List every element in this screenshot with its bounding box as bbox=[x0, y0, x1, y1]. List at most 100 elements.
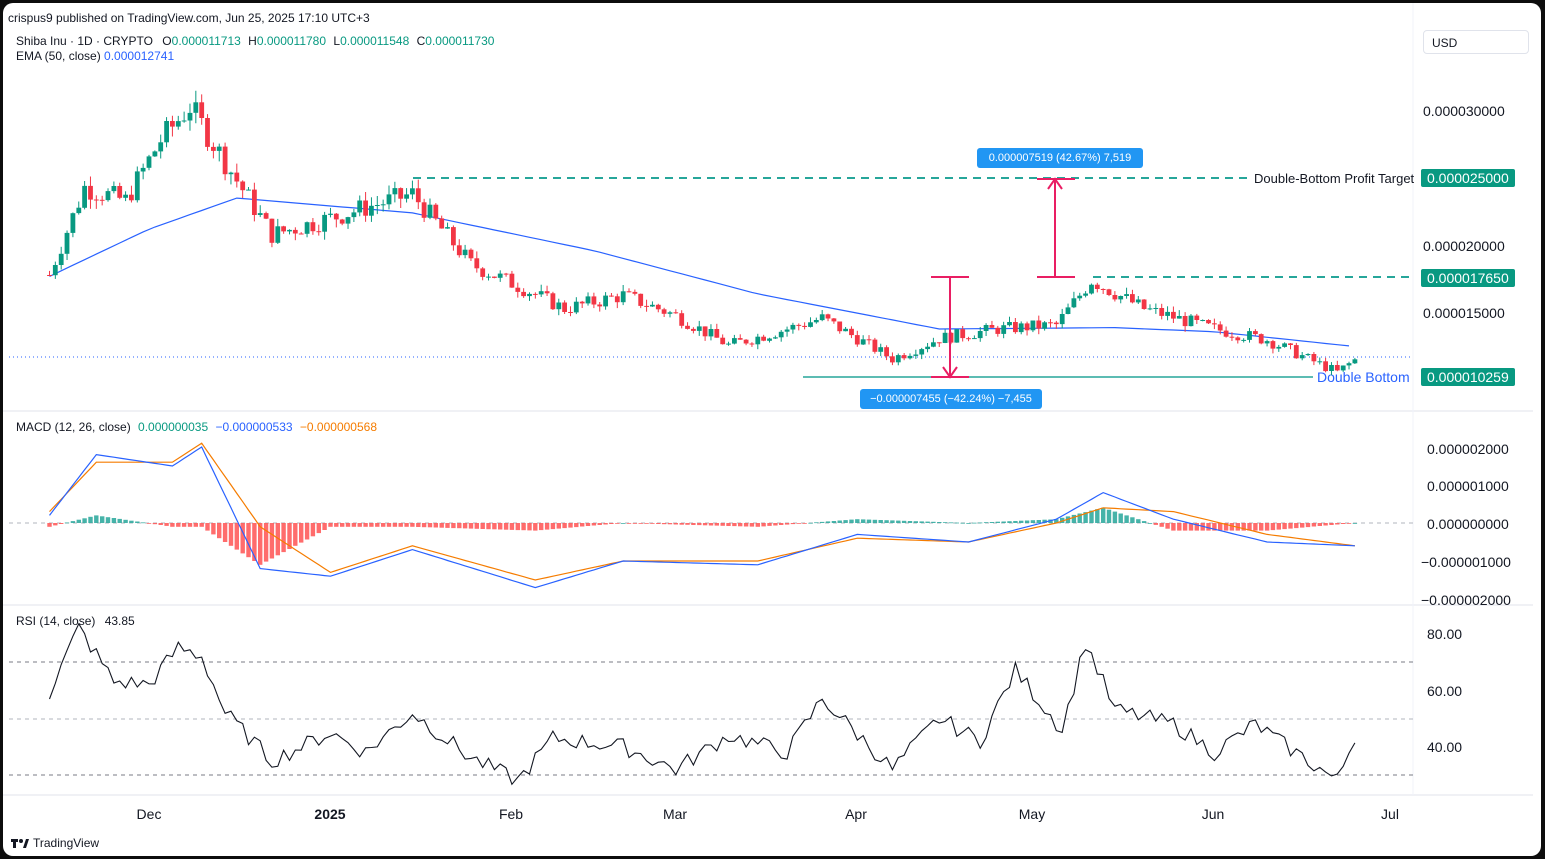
macd-hist-bar bbox=[685, 523, 690, 525]
candle-body bbox=[58, 253, 64, 265]
footer-brand[interactable]: TradingView bbox=[11, 836, 99, 850]
macd-hist-bar bbox=[1352, 523, 1358, 524]
candle-body bbox=[1194, 315, 1200, 320]
macd-tick-0: 0.000002000 bbox=[1427, 441, 1509, 457]
macd-hist-bar bbox=[708, 523, 714, 526]
measure-up-arrow[interactable] bbox=[1037, 177, 1075, 278]
candle-body bbox=[1352, 359, 1358, 364]
ohlc-l-label: L bbox=[333, 34, 341, 48]
candle-body bbox=[1065, 307, 1071, 314]
macd-hist-bar bbox=[1317, 523, 1322, 526]
macd-hist-bar bbox=[919, 521, 924, 523]
macd-hist-bar bbox=[796, 523, 801, 524]
measure-up-box[interactable]: 0.000007519 (42.67%) 7,519 bbox=[977, 148, 1143, 168]
macd-hist-bar bbox=[591, 523, 597, 526]
macd-hist-bar bbox=[1229, 523, 1235, 531]
candle-body bbox=[819, 314, 825, 321]
candle-body bbox=[1141, 299, 1147, 309]
candle-body bbox=[1077, 295, 1083, 299]
macd-hist-bar bbox=[1288, 523, 1293, 529]
candle-body bbox=[1018, 323, 1024, 333]
macd-hist-bar bbox=[767, 523, 772, 526]
macd-hist-bar bbox=[995, 521, 1000, 523]
target-price-tag: 0.000025000 bbox=[1421, 169, 1515, 187]
candle-body bbox=[1223, 330, 1229, 337]
macd-hist-bar bbox=[468, 523, 474, 529]
macd-hist-bar bbox=[831, 521, 837, 523]
macd-hist-bar bbox=[1206, 523, 1211, 531]
macd-hist-bar bbox=[1223, 523, 1229, 531]
macd-hist-bar bbox=[779, 523, 784, 525]
macd-hist-bar bbox=[843, 520, 848, 523]
rsi-legend[interactable]: RSI (14, close) 43.85 bbox=[16, 614, 135, 628]
candle-body bbox=[890, 356, 895, 363]
macd-hist-bar bbox=[1182, 523, 1188, 531]
candle-body bbox=[152, 151, 158, 157]
macd-hist-bar bbox=[193, 523, 198, 527]
candle-body bbox=[936, 342, 942, 344]
macd-hist-bar bbox=[544, 523, 550, 530]
candle-body bbox=[1176, 316, 1182, 319]
macd-hist-bar bbox=[562, 523, 567, 529]
candle-body bbox=[70, 213, 76, 233]
macd-hist-bar bbox=[1024, 520, 1030, 523]
candle-body bbox=[398, 188, 404, 199]
candle-body bbox=[1124, 294, 1129, 296]
macd-tick-3: −0.000001000 bbox=[1421, 554, 1511, 570]
candle-body bbox=[1089, 284, 1094, 294]
currency-button[interactable]: USD bbox=[1423, 30, 1529, 54]
candle-body bbox=[1299, 355, 1305, 359]
macd-hist-bar bbox=[550, 523, 556, 530]
candle-body bbox=[925, 346, 930, 350]
macd-hist-bar bbox=[691, 523, 696, 525]
candle-body bbox=[679, 313, 685, 326]
macd-hist-bar bbox=[445, 523, 450, 528]
candle-body bbox=[462, 249, 468, 256]
measure-down-box[interactable]: −0.000007455 (−42.24%) −7,455 bbox=[860, 389, 1042, 409]
chart-svg[interactable]: 0.000030000 0.000020000 0.000015000 Doub… bbox=[3, 3, 1541, 856]
ema-legend[interactable]: EMA (50, close) 0.000012741 bbox=[16, 49, 174, 63]
candle-body bbox=[550, 293, 556, 310]
candle-body bbox=[796, 324, 802, 326]
candle-body bbox=[609, 295, 614, 297]
macd-hist-bar bbox=[205, 523, 210, 531]
double-bottom-label: Double Bottom bbox=[1317, 369, 1410, 385]
candle-body bbox=[895, 355, 901, 363]
candle-body bbox=[263, 213, 269, 219]
candle-body bbox=[872, 339, 878, 352]
symbol-name[interactable]: Shiba Inu · 1D · CRYPTO bbox=[16, 34, 153, 48]
macd-hist-bar bbox=[1136, 519, 1141, 523]
candle-body bbox=[1253, 331, 1258, 335]
candle-body bbox=[451, 227, 456, 246]
macd-hist-bar bbox=[357, 523, 362, 527]
candle-body bbox=[1024, 323, 1030, 331]
candle-body bbox=[714, 329, 720, 338]
candle-body bbox=[82, 185, 87, 208]
macd-hist-bar bbox=[603, 523, 608, 525]
macd-hist-bar bbox=[597, 523, 602, 525]
candle-body bbox=[269, 218, 275, 243]
measure-down-arrow[interactable] bbox=[931, 276, 969, 379]
candle-body bbox=[497, 273, 503, 278]
macd-hist-bar bbox=[580, 523, 585, 527]
candle-body bbox=[1188, 315, 1194, 327]
candle-body bbox=[778, 331, 784, 338]
macd-hist-bar bbox=[1294, 523, 1299, 529]
macd-hist-bar bbox=[187, 523, 193, 527]
macd-hist-bar bbox=[539, 523, 544, 531]
macd-hist-bar bbox=[263, 523, 269, 562]
candle-body bbox=[960, 329, 966, 339]
macd-hist-bar bbox=[498, 523, 503, 530]
macd-hist-bar bbox=[82, 518, 87, 524]
candle-body bbox=[275, 226, 281, 243]
macd-hist-bar bbox=[533, 523, 538, 531]
macd-hist-bar bbox=[515, 523, 520, 531]
ohlc-high: 0.000011780 bbox=[256, 34, 327, 48]
macd-hist-value: 0.000000035 bbox=[138, 420, 209, 434]
macd-legend[interactable]: MACD (12, 26, close) 0.000000035 −0.0000… bbox=[16, 420, 377, 434]
candle-body bbox=[140, 167, 146, 172]
macd-hist-bar bbox=[743, 523, 749, 527]
macd-hist-bar bbox=[937, 522, 942, 523]
macd-hist-bar bbox=[53, 523, 58, 526]
macd-hist-bar bbox=[720, 523, 725, 526]
